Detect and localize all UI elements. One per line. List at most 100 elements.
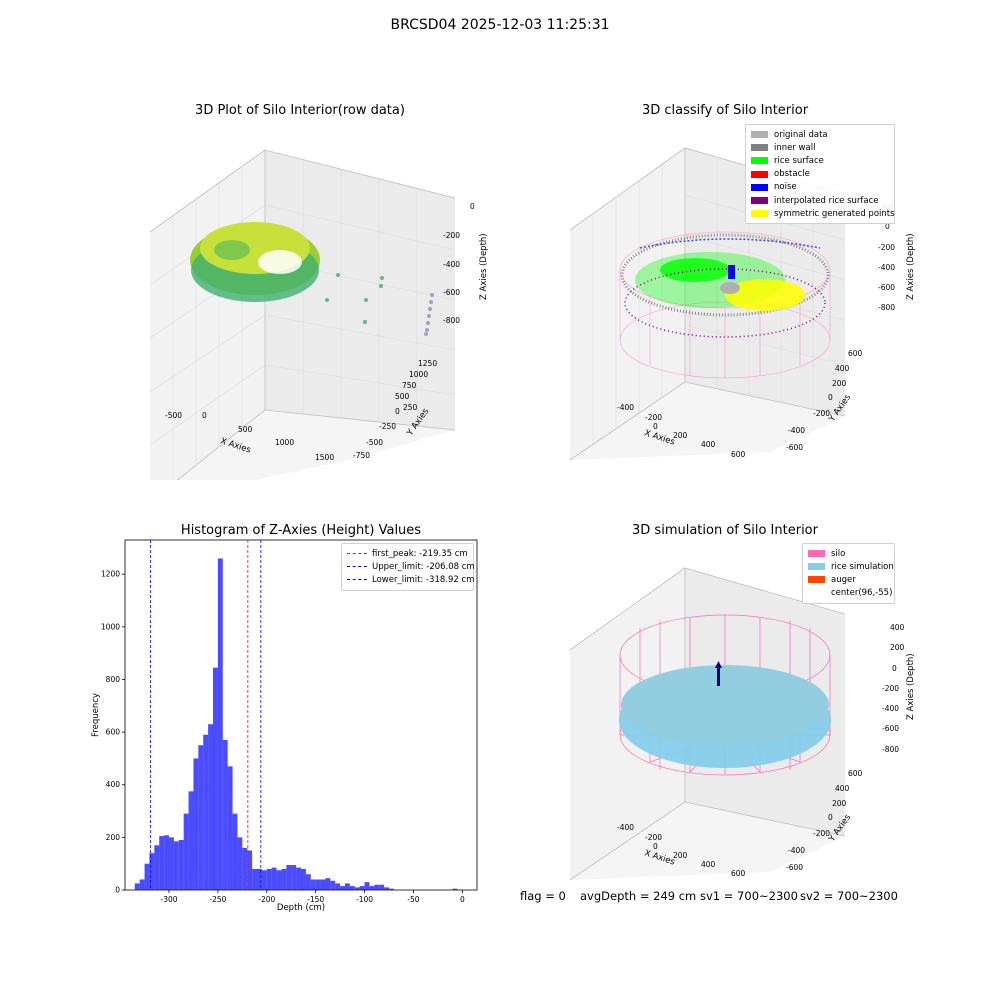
histogram-bar (247, 850, 253, 890)
simulation-ztick: -600 (882, 724, 899, 733)
histogram-xtick-label: -150 (307, 895, 324, 904)
classify-ztick: 0 (885, 222, 890, 231)
histogram-bar (291, 865, 297, 890)
histogram-plot-area (124, 539, 478, 891)
histogram-chart: -300 -250 -200 -150 -100 -50 0 0 200 400 600 800 10… (91, 539, 478, 913)
histogram-bar (389, 888, 394, 890)
legend-item: noise (751, 181, 889, 194)
raw-ytick: 1250 (418, 359, 437, 368)
simulation-ytick: -600 (786, 863, 803, 872)
histogram-bar (266, 868, 272, 890)
histogram-bar (222, 740, 228, 890)
raw-ztick: 0 (470, 202, 475, 211)
histogram-bar (232, 813, 238, 890)
sv1-text: sv1 = 700~2300 (700, 889, 798, 903)
classify-x-ticks: -400 -200 0 200 400 600 (617, 403, 746, 459)
histogram-bar (374, 884, 380, 890)
simulation-legend: silo rice simulation auger center(96,-55… (802, 543, 895, 604)
simulation-ytick: 0 (828, 813, 833, 822)
classify-z-label: Z Axies (Depth) (906, 233, 916, 300)
raw-xtick: 0 (202, 411, 207, 420)
classify-ytick: -200 (813, 409, 830, 418)
classify-ztick: -800 (878, 303, 895, 312)
legend-item: interpolated rice surface (751, 194, 889, 207)
histogram-bar (271, 867, 277, 890)
legend-swatch (751, 170, 768, 178)
histogram-x-label: Depth (cm) (277, 903, 325, 913)
histogram-ytick-label: 400 (106, 780, 121, 789)
histogram-bar (188, 791, 194, 890)
histogram-bar (193, 758, 199, 890)
histogram-bar (379, 884, 385, 890)
histogram-ytick-label: 1000 (101, 622, 120, 631)
simulation-xtick: 200 (673, 851, 688, 860)
histogram-bar (320, 879, 326, 890)
legend-item: inner wall (751, 141, 889, 154)
histogram-bar (325, 878, 331, 890)
histogram-bar (354, 887, 360, 890)
raw-z-ticks: 0 -200 -400 -600 -800 (443, 202, 475, 325)
legend-item: auger (808, 573, 889, 586)
histogram-bar (364, 882, 370, 890)
legend-swatch (751, 210, 768, 218)
simulation-plot-title: 3D simulation of Silo Interior (632, 523, 818, 538)
legend-item: original data (751, 128, 889, 141)
histogram-bar (173, 841, 179, 890)
classify-ytick: 600 (848, 349, 863, 358)
histogram-bar (257, 868, 262, 890)
histogram-bar (261, 870, 267, 890)
simulation-ztick: -800 (882, 745, 899, 754)
histogram-bar (154, 845, 160, 890)
simulation-ytick: 200 (832, 799, 847, 808)
raw-xtick: 1000 (275, 438, 294, 447)
classify-xtick: 0 (653, 422, 658, 431)
figure-title: BRCSD04 2025-12-03 11:25:31 (390, 17, 610, 33)
raw-ytick: 750 (402, 381, 417, 390)
histogram-bar (369, 886, 375, 890)
classify-ytick: 0 (828, 393, 833, 402)
histogram-ytick-label: 600 (106, 728, 121, 737)
flag-text: flag = 0 (520, 889, 566, 903)
histogram-ytick-label: 1200 (101, 570, 120, 579)
legend-swatch (751, 197, 768, 205)
histogram-bar (276, 870, 282, 890)
simulation-ytick: 600 (848, 769, 863, 778)
classify-ztick: -600 (878, 283, 895, 292)
legend-item: symmetric generated points (751, 207, 895, 220)
histogram-x-ticks: -300 -250 -200 -150 -100 -50 0 (160, 890, 465, 904)
avg-depth-text: avgDepth = 249 cm (580, 889, 697, 903)
simulation-xtick: 400 (701, 860, 716, 869)
classify-xtick: -200 (645, 413, 662, 422)
legend-swatch (751, 157, 768, 165)
histogram-bar (349, 886, 355, 890)
simulation-xtick: 0 (653, 842, 658, 851)
raw-ztick: -800 (443, 316, 460, 325)
histogram-bar (252, 868, 257, 890)
histogram-bar (227, 766, 233, 890)
classify-ytick: -400 (788, 426, 805, 435)
legend-item: first_peak: -219.35 cm (347, 547, 468, 560)
histogram-ytick-label: 800 (106, 675, 121, 684)
histogram-bar (198, 745, 204, 890)
raw-ytick: 1000 (409, 370, 428, 379)
raw-ztick: -400 (443, 260, 460, 269)
histogram-bar (139, 879, 145, 890)
simulation-z-ticks: 400 200 0 -200 -400 -600 -800 (882, 623, 905, 754)
legend-item: rice surface (751, 154, 889, 167)
raw-point-cloud (190, 222, 434, 336)
histogram-bars (134, 558, 458, 890)
simulation-ytick: -400 (788, 846, 805, 855)
simulation-xtick: -400 (617, 823, 634, 832)
classify-silo-wireframe (619, 231, 831, 379)
raw-ytick: -500 (366, 438, 383, 447)
histogram-bar (203, 734, 209, 890)
classify-ytick: 400 (835, 364, 850, 373)
raw-z-label: Z Axies (Depth) (479, 233, 489, 300)
histogram-y-ticks: 0 200 400 600 800 1000 1200 (101, 570, 125, 895)
histogram-bar (310, 879, 316, 890)
simulation-x-ticks: -400 -200 0 200 400 600 (617, 823, 746, 878)
histogram-bar (169, 837, 174, 890)
raw-ytick: 250 (403, 403, 418, 412)
histogram-bar (208, 724, 213, 890)
legend-item: center(96,-55) (808, 587, 892, 600)
